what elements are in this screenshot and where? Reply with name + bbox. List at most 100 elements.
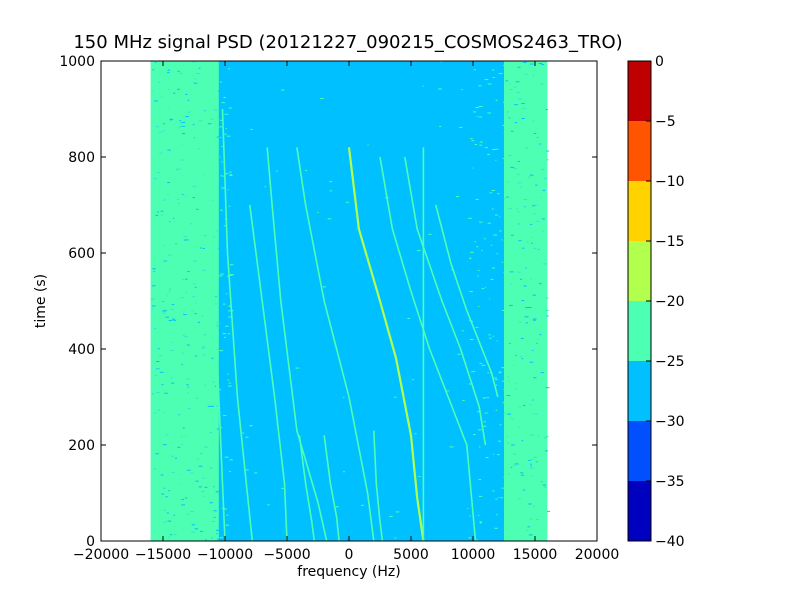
noise-speckle <box>219 81 222 83</box>
noise-speckle <box>185 497 188 499</box>
noise-speckle <box>479 362 483 364</box>
noise-speckle <box>485 457 489 459</box>
noise-speckle <box>173 514 176 516</box>
noise-speckle <box>493 234 498 236</box>
noise-speckle <box>195 302 197 304</box>
noise-speckle <box>224 456 229 458</box>
noise-speckle <box>194 355 198 357</box>
noise-speckle <box>203 446 208 448</box>
plot-area <box>101 61 597 541</box>
noise-speckle <box>155 453 159 455</box>
noise-speckle <box>472 111 477 113</box>
noise-speckle <box>345 201 349 203</box>
noise-speckle <box>495 384 498 386</box>
noise-speckle <box>204 486 208 488</box>
noise-speckle <box>177 70 180 72</box>
noise-speckle <box>514 122 518 124</box>
noise-speckle <box>219 537 224 539</box>
noise-speckle <box>158 132 162 134</box>
noise-speckle <box>476 411 480 413</box>
noise-speckle <box>186 344 190 346</box>
noise-speckle <box>194 286 197 288</box>
noise-speckle <box>157 409 161 411</box>
noise-speckle <box>157 348 160 350</box>
noise-speckle <box>525 147 529 149</box>
noise-speckle <box>483 421 486 423</box>
noise-speckle <box>151 305 156 307</box>
noise-speckle <box>489 298 491 300</box>
x-tick-label: −20000 <box>73 547 129 563</box>
noise-speckle <box>219 350 224 352</box>
noise-speckle <box>469 257 472 259</box>
noise-speckle <box>151 90 154 92</box>
colorbar-tick-label: −5 <box>655 114 676 130</box>
noise-speckle <box>175 457 178 459</box>
noise-speckle <box>185 378 190 380</box>
noise-speckle <box>187 408 192 410</box>
noise-speckle <box>438 88 442 90</box>
noise-speckle <box>183 235 188 237</box>
noise-speckle <box>407 317 410 319</box>
noise-speckle <box>503 65 506 67</box>
noise-speckle <box>155 214 159 216</box>
noise-speckle <box>468 383 472 385</box>
noise-speckle <box>394 537 397 539</box>
noise-speckle <box>192 61 196 63</box>
noise-speckle <box>216 230 218 232</box>
noise-speckle <box>201 347 206 349</box>
noise-speckle <box>227 385 232 387</box>
noise-speckle <box>175 169 178 171</box>
noise-speckle <box>223 225 227 227</box>
noise-speckle <box>250 128 253 130</box>
noise-speckle <box>492 77 495 79</box>
noise-speckle <box>183 335 185 337</box>
noise-speckle <box>181 498 185 500</box>
noise-speckle <box>226 135 231 137</box>
noise-speckle <box>229 171 232 173</box>
noise-speckle <box>342 471 346 473</box>
noise-speckle <box>335 506 339 508</box>
noise-speckle <box>520 356 522 358</box>
noise-speckle <box>229 173 232 175</box>
noise-speckle <box>501 261 504 263</box>
noise-speckle <box>194 313 197 315</box>
noise-speckle <box>229 174 233 176</box>
noise-speckle <box>545 109 548 111</box>
noise-speckle <box>516 208 519 210</box>
colorbar-tick-label: 0 <box>655 54 664 70</box>
noise-speckle <box>531 236 533 238</box>
noise-speckle <box>196 458 199 460</box>
noise-speckle <box>214 385 217 387</box>
noise-speckle <box>182 194 184 196</box>
noise-speckle <box>184 336 188 338</box>
noise-speckle <box>220 175 223 177</box>
noise-speckle <box>469 291 473 293</box>
noise-speckle <box>439 125 442 127</box>
noise-speckle <box>517 182 522 184</box>
noise-speckle <box>508 117 511 119</box>
noise-speckle <box>532 120 535 122</box>
noise-speckle <box>492 453 494 455</box>
noise-speckle <box>532 205 536 207</box>
noise-speckle <box>484 79 489 81</box>
noise-speckle <box>414 433 417 435</box>
noise-speckle <box>503 101 508 103</box>
noise-speckle <box>157 211 160 213</box>
colorbar: −40 −35 −30 −25 −20 −15 −10 −5 0 <box>627 54 685 550</box>
noise-speckle <box>530 278 532 280</box>
noise-speckle <box>471 140 475 142</box>
noise-speckle <box>194 528 199 530</box>
noise-speckle <box>542 484 546 486</box>
noise-speckle <box>169 288 171 290</box>
noise-speckle <box>198 465 203 467</box>
x-axis-label: frequency (Hz) <box>297 564 400 580</box>
noise-speckle <box>479 141 483 143</box>
noise-speckle <box>513 168 518 170</box>
noise-speckle <box>162 244 165 246</box>
noise-speckle <box>533 204 537 206</box>
noise-speckle <box>167 182 171 184</box>
noise-speckle <box>517 211 520 213</box>
noise-speckle <box>185 195 187 197</box>
colorbar-segment <box>628 241 651 301</box>
